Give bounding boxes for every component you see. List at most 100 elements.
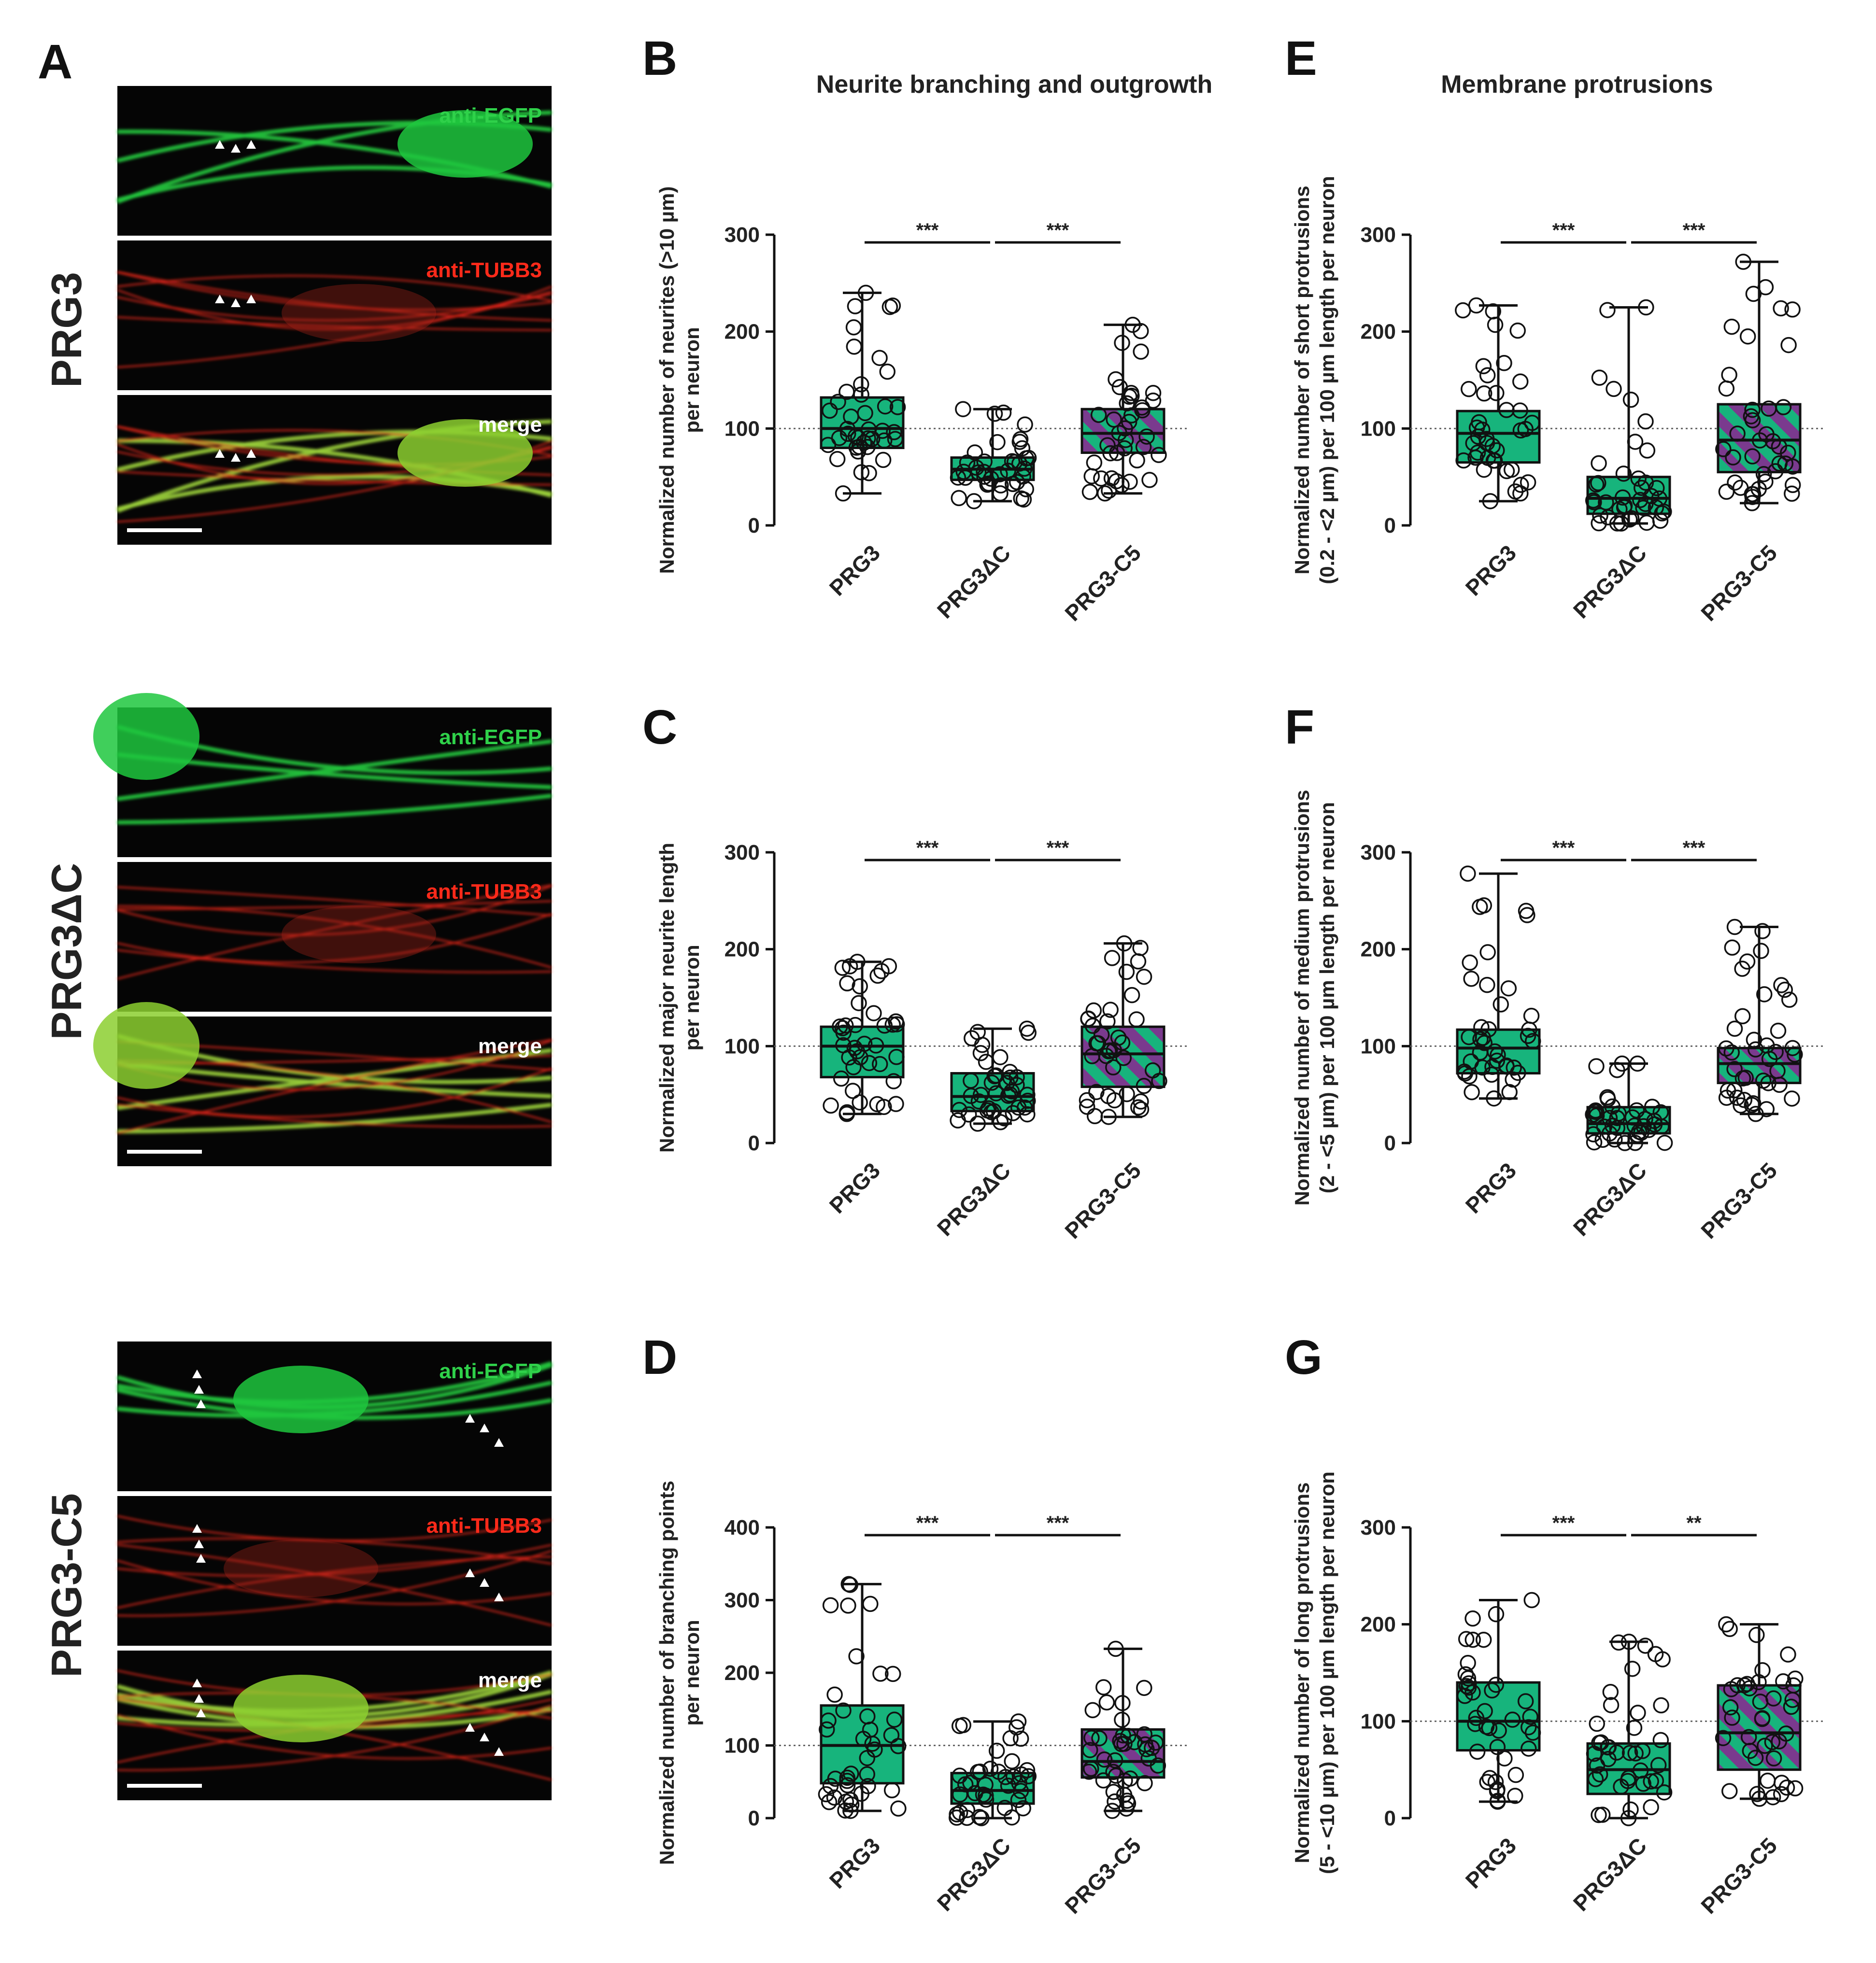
- data-point: [852, 1094, 868, 1111]
- data-point: [1138, 1741, 1155, 1757]
- significance-label: ***: [1683, 837, 1705, 859]
- data-point: [1489, 442, 1505, 459]
- data-point: [871, 1056, 888, 1073]
- data-point: [1718, 1616, 1734, 1633]
- data-point: [1643, 488, 1660, 504]
- data-point: [1627, 1745, 1644, 1762]
- data-point: [1118, 963, 1135, 980]
- data-point: [1775, 399, 1792, 415]
- data-point: [1095, 1772, 1112, 1789]
- y-axis-label: Normalized number of branching points per…: [655, 1481, 703, 1865]
- data-point: [1083, 468, 1100, 484]
- data-point: [1606, 381, 1622, 397]
- data-point: [1755, 1073, 1772, 1089]
- data-point: [859, 1766, 875, 1782]
- data-point: [1002, 1063, 1018, 1080]
- data-point: [1733, 1097, 1749, 1114]
- data-point: [992, 1049, 1009, 1065]
- data-points: [1718, 918, 1803, 1122]
- data-point: [1521, 1719, 1537, 1736]
- data-point: [1629, 1055, 1646, 1072]
- data-point: [1601, 1110, 1618, 1126]
- data-point: [986, 406, 1003, 422]
- data-point: [1096, 1751, 1113, 1768]
- cell-body: [93, 1002, 199, 1089]
- data-point: [1650, 1757, 1667, 1773]
- data-point: [959, 1802, 976, 1818]
- data-point: [853, 376, 869, 393]
- significance-label: ***: [916, 220, 939, 241]
- y-tick-label: 200: [1361, 938, 1396, 961]
- data-point: [1787, 1780, 1804, 1797]
- data-point: [1116, 440, 1133, 457]
- micrograph-tubb3: anti-TUBB3: [117, 1496, 552, 1646]
- data-point: [1093, 470, 1109, 487]
- data-point: [1750, 480, 1767, 497]
- data-point: [1615, 466, 1632, 482]
- data-point: [1751, 432, 1768, 449]
- data-point: [1486, 1090, 1502, 1107]
- data-point: [1491, 1722, 1507, 1739]
- significance-label: ***: [1552, 837, 1575, 859]
- data-point: [1512, 485, 1529, 502]
- data-point: [1757, 279, 1774, 296]
- data-point: [839, 1769, 856, 1786]
- data-point: [1123, 407, 1140, 424]
- y-tick-label: 100: [725, 1734, 760, 1758]
- data-point: [1489, 1052, 1506, 1069]
- data-point: [1723, 318, 1740, 335]
- data-point: [1479, 944, 1496, 960]
- data-point: [1727, 474, 1743, 491]
- data-point: [1456, 1063, 1473, 1080]
- neurite: [117, 1704, 552, 1771]
- box-plot-e: E 0 100 200 300 Normalized number of short pr…: [1285, 31, 1826, 626]
- data-point: [1102, 445, 1119, 462]
- data-point: [1116, 935, 1133, 952]
- data-point: [1723, 1044, 1740, 1061]
- row-label: PRG3: [43, 272, 90, 388]
- neurite: [117, 1544, 552, 1577]
- data-point: [1133, 343, 1149, 360]
- arrowhead-marker: [480, 1424, 489, 1432]
- data-point: [820, 1712, 837, 1729]
- y-axis-label-line: per neuron: [681, 327, 703, 433]
- data-point: [1090, 407, 1107, 423]
- micrograph-row-2: PRG3ΔC anti-EGFP anti-TUBB3 merge: [43, 693, 552, 1166]
- micrograph-merge: merge: [116, 1651, 553, 1800]
- micrograph-egfp: anti-EGFP: [116, 86, 553, 236]
- data-point: [1621, 1745, 1638, 1761]
- data-point: [1771, 438, 1788, 455]
- data-point: [1647, 1646, 1664, 1662]
- neurite: [117, 949, 552, 974]
- data-point: [1614, 489, 1631, 506]
- y-tick-label: 100: [1361, 1034, 1396, 1058]
- data-point: [1635, 499, 1651, 516]
- data-point: [986, 1068, 1003, 1085]
- arrowhead-marker: [192, 1679, 202, 1687]
- data-point: [1643, 1799, 1659, 1816]
- data-point: [844, 1083, 861, 1099]
- data-point: [835, 1702, 852, 1719]
- data-point: [1464, 1610, 1481, 1627]
- data-point: [1507, 1788, 1523, 1804]
- y-axis-label-line: Normalized number of short protrusions: [1291, 185, 1313, 574]
- data-point: [1787, 1046, 1803, 1063]
- data-point: [1637, 474, 1654, 491]
- y-axis-label-line: Normalized major neurite length: [655, 843, 678, 1153]
- data-point: [1019, 1762, 1036, 1779]
- micrograph-egfp: anti-EGFP: [116, 1342, 553, 1491]
- y-axis-label: Normalized number of neurites (>10 µm) pe…: [655, 186, 703, 574]
- data-point: [1739, 1676, 1755, 1692]
- y-axis-label-line: (5 - <10 µm) per 100 µm length per neuro…: [1316, 1471, 1338, 1874]
- data-point: [1777, 455, 1794, 472]
- data-point: [1721, 367, 1737, 383]
- data-point: [1100, 1043, 1117, 1059]
- data-point: [1460, 1679, 1477, 1696]
- data-point: [1589, 1715, 1605, 1732]
- y-tick-label: 0: [1384, 1807, 1396, 1830]
- data-point: [1106, 1092, 1123, 1109]
- data-point: [1754, 1662, 1771, 1679]
- cell-body: [233, 1366, 369, 1433]
- category-label: PRG3ΔC: [1568, 1833, 1651, 1916]
- box-plot-d: D 0 100 200 300 400 Normalized number of branc…: [642, 1330, 1190, 1919]
